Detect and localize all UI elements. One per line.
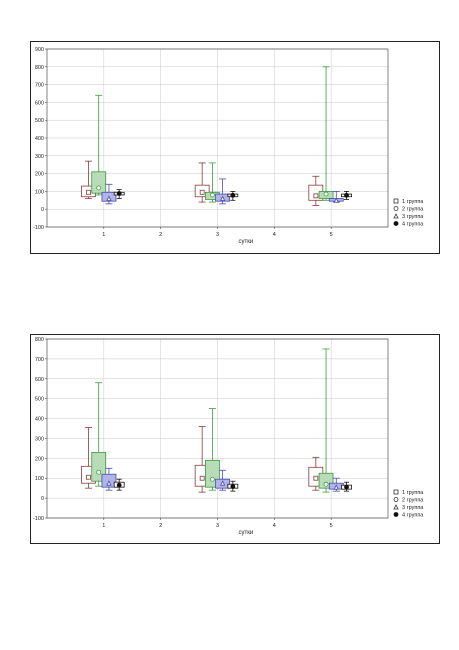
legend-marker-2-1	[393, 489, 399, 495]
box-1-1-day-3	[194, 162, 210, 203]
legend-label-1-1: 1 группа	[402, 199, 424, 205]
chart-panel-2: -100 0 100 200 300 400 500 600 700 800 1 2 3 4 5 сутки 1…	[30, 334, 440, 544]
box-plot-1: -100 0 100 200 300 400 500 600 700 800 900 1 2 3 4 5 сут…	[33, 47, 424, 245]
plot-area-2	[46, 338, 389, 519]
y-tick-label-2-700: 700	[35, 357, 44, 363]
box-1-3-day-1	[101, 183, 117, 205]
x-tick-label-1-4: 4	[273, 232, 276, 238]
median-marker-1-3-5	[333, 197, 339, 203]
median-marker-1-3-1	[106, 195, 112, 201]
y-tick-label-2-200: 200	[35, 456, 44, 462]
box-1-4-day-3	[227, 190, 239, 201]
median-marker-2-3-5	[333, 484, 339, 490]
x-tick-label-1-3: 3	[216, 232, 219, 238]
legend-marker-1-2	[393, 206, 399, 211]
x-tick-label-2-2: 2	[159, 523, 162, 529]
x-tick-label-2-1: 1	[102, 523, 105, 529]
median-marker-1-2-5	[323, 191, 329, 197]
y-tick-label-1-400: 400	[35, 136, 44, 142]
median-marker-2-4-1	[116, 482, 122, 488]
y-tick-label-2-600: 600	[35, 377, 44, 383]
box-1-2-day-5	[318, 66, 334, 201]
median-marker-2-3-3	[219, 480, 226, 486]
y-tick-label-2-500: 500	[35, 397, 44, 403]
median-marker-2-3-1	[106, 480, 112, 486]
x-axis-label-1: сутки	[239, 239, 254, 245]
y-tick-label-1-0: 0	[41, 207, 44, 213]
y-tick-label-1-700: 700	[35, 83, 44, 89]
x-tick-label-2-3: 3	[216, 523, 219, 529]
legend-marker-1-4	[393, 221, 399, 226]
box-1-3-day-3	[215, 178, 231, 205]
legend-marker-1-3	[393, 213, 399, 219]
median-marker-1-1-1	[86, 189, 91, 195]
x-tick-label-2-5: 5	[330, 523, 333, 529]
median-marker-2-2-5	[323, 481, 329, 487]
x-tick-label-1-2: 2	[159, 232, 162, 238]
y-tick-label-1-200: 200	[35, 172, 44, 178]
box-1-3-day-5	[328, 190, 344, 203]
median-marker-2-4-5	[344, 484, 349, 490]
x-tick-label-1-1: 1	[102, 232, 105, 238]
median-marker-1-4-3	[230, 192, 236, 198]
box-2-4-day-3	[227, 480, 239, 492]
median-marker-2-2-3	[209, 476, 215, 482]
legend-label-2-2: 2 группа	[402, 498, 424, 504]
box-body-1-2-1	[91, 171, 107, 194]
box-2-4-day-5	[341, 481, 352, 492]
median-marker-1-2-1	[96, 185, 102, 191]
legend-marker-2-2	[393, 497, 399, 502]
legend-label-2-3: 3 группа	[402, 505, 424, 511]
plot-area-1	[46, 48, 389, 228]
y-tick-label-2-400: 400	[35, 417, 44, 423]
x-tick-label-2-4: 4	[273, 523, 276, 529]
box-1-1-day-5	[308, 175, 324, 207]
box-2-3-day-3	[215, 469, 231, 491]
x-tick-label-1-5: 5	[330, 232, 333, 238]
y-tick-label-1-300: 300	[35, 154, 44, 160]
box-plot-2: -100 0 100 200 300 400 500 600 700 800 1 2 3 4 5 сутки 1…	[33, 337, 424, 536]
y-tick-label-2-300: 300	[35, 436, 44, 442]
y-tick-label-1-900: 900	[35, 47, 44, 53]
median-marker-2-2-1	[96, 469, 102, 475]
median-marker-1-4-1	[116, 191, 122, 196]
legend-label-1-4: 4 группа	[402, 222, 424, 228]
y-tick-label-1-500: 500	[35, 118, 44, 124]
box-1-4-day-5	[341, 190, 352, 200]
box-2-4-day-1	[113, 478, 125, 491]
median-marker-1-2-3	[209, 192, 215, 198]
box-1-4-day-1	[113, 189, 125, 199]
median-marker-2-1-3	[199, 475, 205, 481]
y-tick-label-2--100: -100	[33, 516, 44, 522]
y-tick-label-1-100: 100	[35, 189, 44, 195]
legend-marker-2-4	[393, 512, 399, 517]
legend-label-1-2: 2 группа	[402, 207, 424, 213]
y-tick-label-2-0: 0	[41, 496, 44, 502]
box-1-2-day-1	[91, 94, 107, 196]
y-tick-label-1-600: 600	[35, 100, 44, 106]
box-2-3-day-1	[101, 467, 117, 491]
median-marker-1-3-3	[219, 195, 226, 201]
median-marker-1-4-5	[344, 192, 349, 198]
median-marker-2-4-3	[230, 484, 236, 489]
median-marker-1-1-5	[313, 193, 319, 199]
chart-panel-1: -100 0 100 200 300 400 500 600 700 800 900 1 2 3 4 5 сут…	[30, 41, 440, 254]
legend-label-2-4: 4 группа	[402, 513, 424, 519]
y-tick-label-2-800: 800	[35, 337, 44, 343]
y-tick-label-1--100: -100	[33, 225, 44, 231]
legend-marker-2-3	[393, 504, 399, 510]
legend-label-1-3: 3 группа	[402, 214, 424, 220]
y-tick-label-1-800: 800	[35, 65, 44, 71]
median-marker-2-1-5	[313, 475, 319, 481]
y-tick-label-2-100: 100	[35, 476, 44, 482]
median-marker-2-1-1	[86, 474, 91, 480]
legend-marker-1-1	[393, 198, 399, 204]
median-marker-1-1-3	[199, 189, 205, 195]
legend-label-2-1: 1 группа	[402, 490, 424, 496]
x-axis-label-2: сутки	[239, 530, 254, 536]
